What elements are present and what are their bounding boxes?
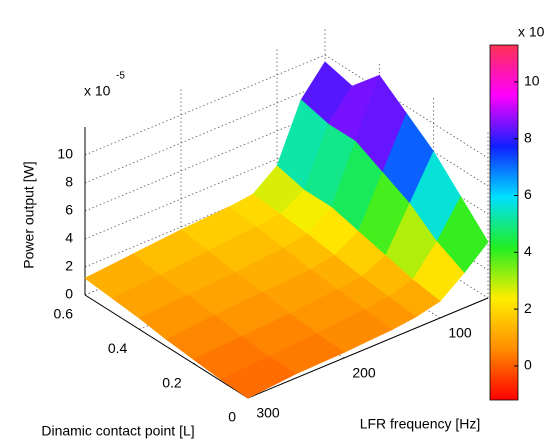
grid-line xyxy=(84,54,326,156)
colorbar-tick-label: 4 xyxy=(524,243,532,259)
grid-line xyxy=(84,82,326,184)
z-tick-label: 0 xyxy=(65,286,73,302)
z-axis-title: Power output [W] xyxy=(21,161,37,268)
colorbar-multiplier: x 10 xyxy=(518,24,545,40)
z-multiplier: x 10 xyxy=(84,83,111,99)
y-tick-label: 0.6 xyxy=(54,306,74,322)
y-axis-title: Dinamic contact point [L] xyxy=(41,423,194,439)
colorbar-tick-label: 8 xyxy=(524,129,532,145)
surface-patch xyxy=(220,356,297,399)
y-tick-label: 0 xyxy=(228,409,236,425)
z-tick-label: 6 xyxy=(65,202,73,218)
colorbar-tick-label: 6 xyxy=(524,186,532,202)
colorbar-tick-label: 0 xyxy=(524,357,532,373)
y-tick-label: 0.4 xyxy=(108,340,128,356)
grid-line xyxy=(84,110,326,212)
x-axis-title: LFR frequency [Hz] xyxy=(360,416,481,432)
z-tick-label: 2 xyxy=(65,258,73,274)
x-tick-label: 100 xyxy=(448,325,472,341)
z-tick-label: 10 xyxy=(57,146,73,162)
z-tick-label: 4 xyxy=(65,230,73,246)
colorbar xyxy=(489,44,519,401)
colorbar-tick-label: 2 xyxy=(524,300,532,316)
x-tick-label: 200 xyxy=(352,365,376,381)
x-tick-label: 300 xyxy=(256,405,280,421)
y-axis xyxy=(84,294,249,399)
grid-line xyxy=(324,54,489,159)
z-exponent: -5 xyxy=(116,71,125,82)
y-tick-label: 0.2 xyxy=(162,374,182,390)
colorbar-tick-label: 10 xyxy=(524,73,540,89)
x-axis xyxy=(247,297,489,399)
z-tick-label: 8 xyxy=(65,174,73,190)
